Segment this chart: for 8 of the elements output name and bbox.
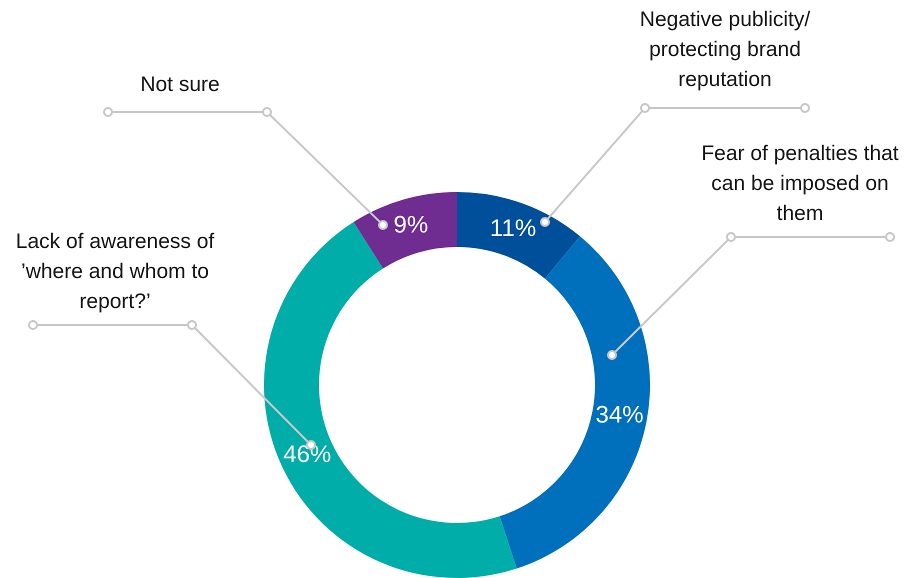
data-label: 34% [596,402,644,429]
data-label: 9% [393,212,428,239]
slice-label: Negative publicity/ protecting brand reputation [640,8,810,91]
data-label: 46% [283,441,332,468]
data-label: 11% [490,214,536,242]
slice-label: Lack of awareness of ’where and whom to report?’ [16,230,214,313]
slice-label: Fear of penalties that can be imposed on them [701,142,899,225]
slice-label: Not sure [140,72,220,96]
